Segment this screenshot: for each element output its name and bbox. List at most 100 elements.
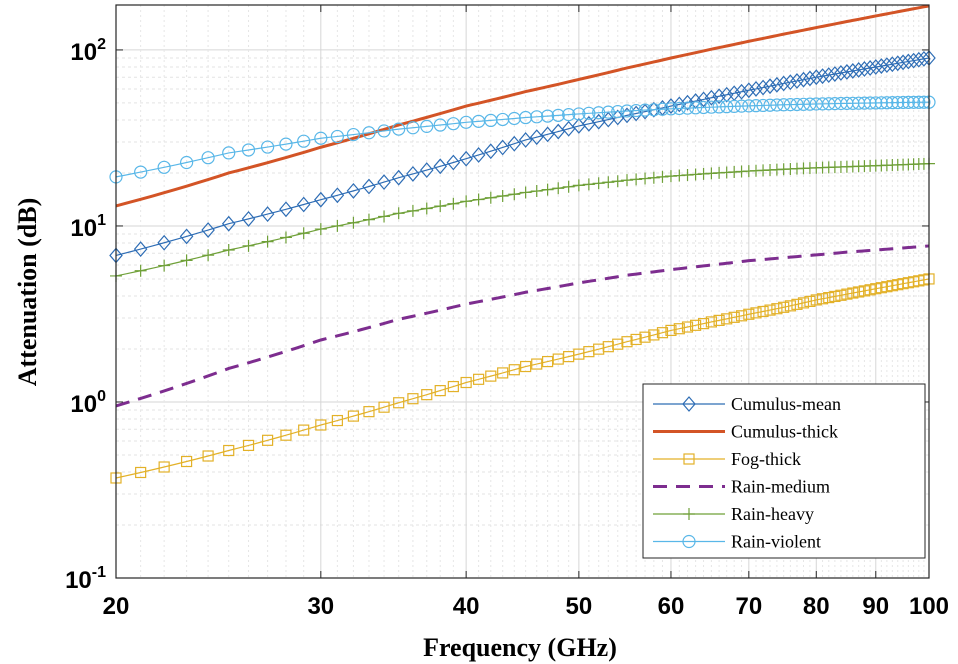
- square-marker: [713, 314, 725, 326]
- circle-marker: [530, 110, 544, 124]
- circle-marker: [620, 104, 634, 118]
- plus-marker: [362, 213, 375, 226]
- plus-marker: [639, 172, 652, 185]
- circle-marker: [519, 110, 533, 125]
- legend-label: Rain-violent: [731, 532, 821, 552]
- legend-label: Cumulus-thick: [731, 422, 838, 442]
- diamond-marker: [803, 70, 817, 87]
- square-marker: [363, 406, 375, 418]
- square-marker: [331, 414, 343, 427]
- circle-marker: [420, 119, 434, 133]
- diamond-marker: [362, 178, 376, 195]
- diamond-marker: [680, 94, 695, 111]
- circle-marker: [880, 96, 894, 110]
- plus-marker: [202, 249, 215, 262]
- square-marker: [735, 310, 748, 322]
- legend-item: Rain-heavy: [653, 504, 814, 524]
- circle-marker: [638, 103, 652, 117]
- square-marker: [520, 360, 532, 373]
- circle-marker: [601, 105, 615, 119]
- legend-label: Cumulus-mean: [731, 394, 841, 414]
- plus-marker: [261, 235, 274, 248]
- plus-marker: [572, 179, 585, 192]
- legend-item: Rain-violent: [653, 532, 821, 552]
- legend-item: Cumulus-mean: [653, 394, 841, 414]
- series-line: [115, 101, 930, 178]
- diamond-marker: [459, 150, 473, 167]
- diamond-marker: [851, 62, 866, 78]
- circle-marker: [783, 98, 797, 112]
- square-marker: [280, 429, 292, 441]
- circle-marker: [790, 97, 804, 112]
- diamond-marker: [917, 50, 931, 67]
- plot-frame: [115, 4, 930, 579]
- square-marker: [497, 367, 509, 379]
- square-marker: [816, 293, 829, 305]
- square-marker: [853, 286, 865, 298]
- circle-marker: [756, 98, 770, 113]
- circle-marker: [770, 98, 784, 112]
- diamond-marker: [770, 76, 784, 93]
- plus-marker: [158, 259, 171, 272]
- square-marker: [841, 288, 853, 300]
- square-marker: [639, 331, 651, 343]
- plus-marker: [552, 182, 565, 195]
- y-tick-label: 101: [70, 212, 106, 242]
- diamond-marker: [834, 65, 848, 81]
- diamond-marker: [734, 83, 749, 100]
- x-tick-label: 90: [862, 593, 889, 620]
- plus-marker: [611, 175, 624, 188]
- diamond-marker: [260, 206, 275, 223]
- square-marker: [298, 424, 310, 436]
- plus-marker: [484, 191, 497, 204]
- circle-marker: [907, 95, 921, 109]
- plus-marker: [541, 183, 554, 196]
- plus-marker: [134, 264, 147, 277]
- diamond-marker: [742, 82, 756, 99]
- circle-marker: [157, 160, 171, 174]
- diamond-marker: [391, 169, 406, 186]
- square-marker: [473, 373, 485, 385]
- plus-marker: [621, 174, 634, 187]
- diamond-marker: [880, 57, 894, 74]
- legend-item: Fog-thick: [653, 449, 801, 469]
- diamond-marker: [507, 135, 522, 152]
- diamond-marker: [518, 132, 533, 148]
- circle-marker: [134, 165, 148, 179]
- diamond-marker: [433, 158, 448, 175]
- circle-marker: [330, 129, 344, 144]
- diamond-marker: [419, 162, 434, 179]
- diamond-marker: [551, 123, 566, 140]
- square-marker: [864, 284, 876, 296]
- square-marker: [508, 364, 520, 376]
- circle-marker: [857, 96, 872, 110]
- plus-marker: [683, 508, 695, 520]
- square-marker: [181, 455, 193, 468]
- diamond-marker: [719, 86, 734, 103]
- square-marker: [743, 308, 755, 320]
- diamond-marker: [157, 234, 171, 251]
- square-marker: [460, 376, 472, 389]
- series-cumulus-mean: [109, 50, 936, 264]
- circle-marker: [647, 103, 661, 117]
- square-marker: [347, 410, 360, 422]
- square-marker: [621, 336, 633, 348]
- x-tick-label: 60: [658, 593, 685, 620]
- square-marker: [810, 294, 822, 306]
- plus-marker: [392, 207, 405, 220]
- circle-marker: [362, 126, 376, 140]
- circle-marker: [874, 96, 888, 110]
- square-marker: [378, 401, 390, 413]
- diamond-marker: [874, 58, 889, 74]
- square-marker: [158, 461, 170, 473]
- x-tick-label: 70: [735, 593, 762, 620]
- square-marker: [757, 305, 769, 318]
- tick-layer: 20 30 40 50 60 70 80 90 100 10-1 100 101 102: [65, 5, 949, 620]
- diamond-marker: [696, 91, 711, 108]
- square-marker: [778, 301, 790, 313]
- legend-item: Rain-medium: [653, 477, 830, 497]
- plus-marker: [420, 202, 433, 215]
- diamond-marker: [221, 215, 236, 232]
- series-line: [115, 244, 930, 408]
